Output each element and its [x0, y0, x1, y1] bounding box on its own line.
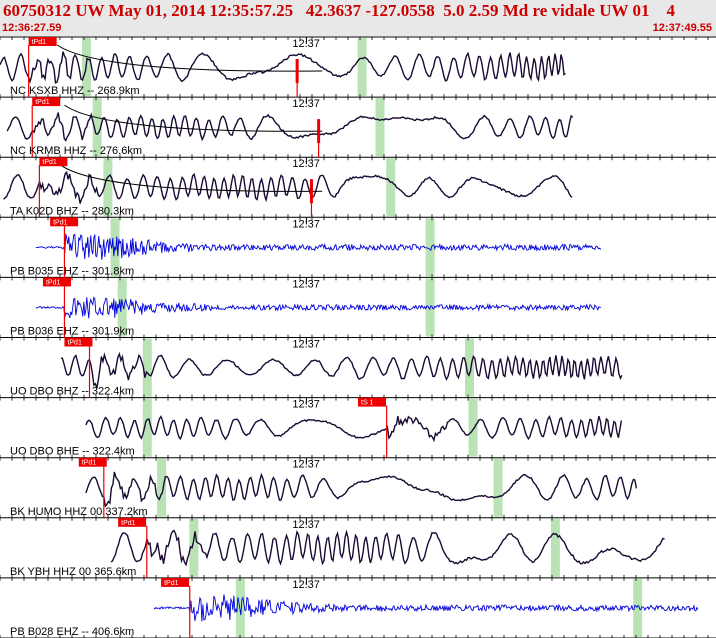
green-marker-band [464, 338, 474, 397]
pick-label: tPd1 [53, 219, 68, 226]
station-label: UO DBO BHZ -- 322.4km [10, 386, 134, 398]
green-marker-band [493, 458, 503, 517]
pick-label-box [42, 277, 71, 287]
secondary-pick-marker [295, 59, 299, 84]
waveform [3, 170, 573, 204]
time-label: 12:37 [292, 399, 320, 411]
waveform [153, 594, 699, 622]
station-label: PB B036 EHZ -- 301.9km [10, 326, 134, 338]
green-marker-band [92, 98, 102, 157]
secondary-pick-marker [317, 119, 321, 144]
pick-label: tPd1 [46, 279, 61, 286]
time-label: 12:37 [292, 278, 320, 290]
waveform [85, 415, 623, 443]
pick-label: tPd1 [164, 580, 179, 587]
pick-label: tPd1 [121, 520, 136, 527]
pick-label: tPd1 [42, 159, 57, 166]
green-marker-band [157, 458, 167, 517]
green-marker-band [633, 578, 643, 637]
waveform [35, 233, 602, 260]
station-label: PB B028 EHZ -- 406.6km [10, 626, 134, 638]
waveform [6, 112, 574, 142]
pick-label: tPd1 [32, 39, 47, 46]
green-marker-band [117, 278, 127, 337]
pick-label: tS 1 [361, 400, 374, 407]
green-marker-band [386, 158, 396, 217]
station-label: NC KSXB HHZ -- 268.9km [10, 85, 140, 97]
green-marker-band [375, 98, 385, 157]
decay-curve [56, 44, 323, 72]
station-label: BK HUMO HHZ 00 337.2km [10, 506, 148, 518]
green-marker-band [235, 578, 245, 637]
decay-curve [64, 104, 323, 132]
time-label: 12:37 [292, 579, 320, 591]
waveform [110, 529, 665, 567]
green-marker-band [550, 518, 560, 577]
time-label: 12:37 [292, 158, 320, 170]
station-label: TA K02D BHZ -- 280.3km [10, 205, 134, 217]
station-label: PB B035 EHZ -- 301.8km [10, 265, 134, 277]
window-end-time: 12:37:49.55 [652, 22, 712, 34]
time-label: 12:37 [292, 98, 320, 110]
green-marker-band [142, 338, 152, 397]
window-start-time: 12:36:27.59 [2, 22, 62, 34]
pick-label: tPd1 [35, 99, 50, 106]
green-marker-band [189, 518, 199, 577]
waveform [60, 351, 623, 389]
pick-label: tPd1 [67, 340, 82, 347]
time-label: 12:37 [292, 459, 320, 471]
station-label: NC KRMB HHZ -- 276.6km [10, 145, 142, 157]
decay-curve [60, 164, 323, 192]
event-header: 60750312 UW May 01, 2014 12:35:57.25 42.… [0, 0, 716, 36]
secondary-pick-marker [309, 179, 313, 204]
green-marker-band [468, 398, 478, 457]
time-label: 12:37 [292, 218, 320, 230]
station-label: BK YBH HHZ 00 365.6km [10, 566, 136, 578]
pick-label-box [118, 517, 147, 527]
pick-label-box [50, 217, 79, 227]
waveform [0, 51, 566, 84]
waveform [35, 296, 601, 319]
green-marker-band [142, 398, 152, 457]
pick-label: tPd1 [82, 460, 97, 467]
time-label: 12:37 [292, 38, 320, 50]
time-label: 12:37 [292, 339, 320, 351]
pick-label-box [78, 457, 107, 467]
pick-label-box [28, 37, 57, 46]
time-label: 12:37 [292, 519, 320, 531]
pick-label-box [39, 157, 68, 167]
station-label: UO DBO BHE -- 322.4km [10, 446, 135, 458]
pick-label-box [64, 337, 93, 347]
green-marker-band [357, 38, 367, 97]
event-title: 60750312 UW May 01, 2014 12:35:57.25 42.… [3, 1, 675, 20]
green-marker-band [425, 218, 435, 277]
pick-label-box [358, 397, 386, 407]
pick-label-box [32, 97, 61, 107]
pick-label-box [161, 577, 190, 587]
waveform [85, 471, 638, 508]
green-marker-band [103, 158, 113, 217]
